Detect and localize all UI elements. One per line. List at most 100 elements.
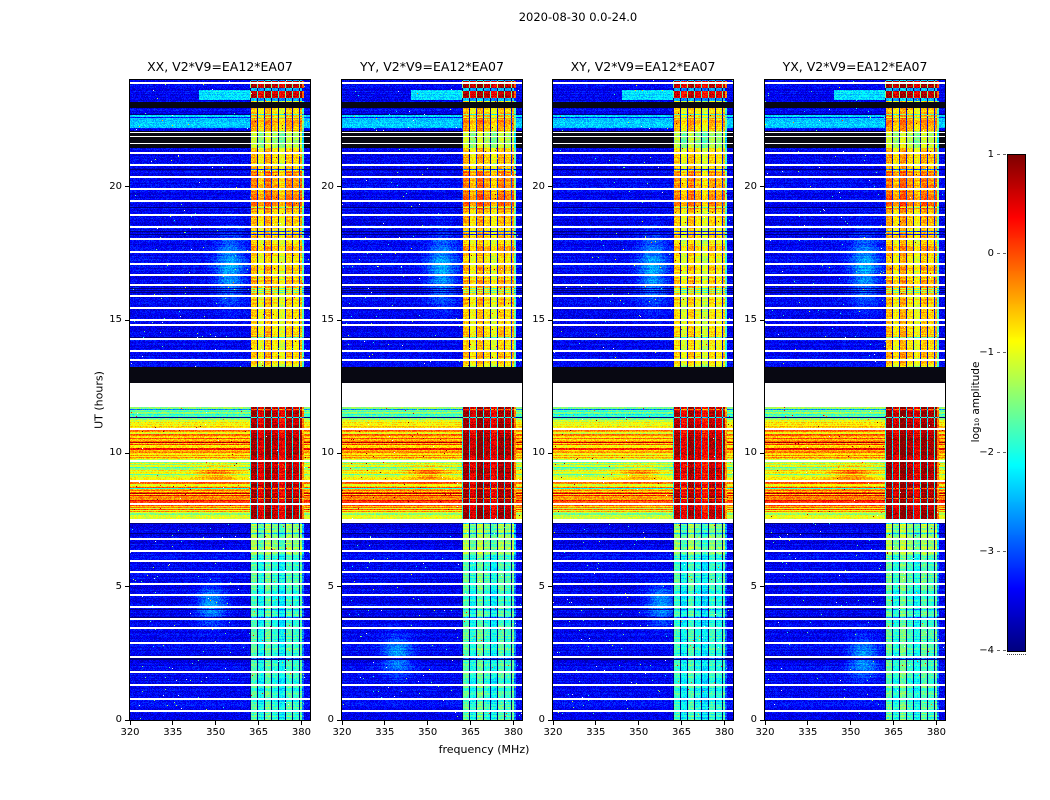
x-tick (764, 721, 766, 725)
colorbar-tick-label: 0 (987, 248, 994, 260)
x-tick-label: 380 (714, 727, 734, 738)
colorbar-tick-label: −2 (979, 446, 994, 458)
x-tick (595, 721, 597, 725)
colorbar-tick (997, 253, 1006, 255)
colorbar-tick-label: −3 (979, 545, 994, 557)
x-tick-label: 350 (418, 727, 438, 738)
y-tick-label: 20 (744, 180, 757, 192)
colorbar-tick (997, 550, 1006, 552)
y-tick (125, 319, 129, 321)
y-tick-label: 5 (115, 580, 122, 592)
x-tick-label: 320 (543, 727, 563, 738)
y-tick (337, 319, 341, 321)
colorbar-tick (997, 451, 1006, 453)
x-tick-label: 320 (120, 727, 140, 738)
y-tick (125, 586, 129, 588)
x-tick (512, 721, 514, 725)
x-tick (807, 721, 809, 725)
y-tick-label: 15 (321, 314, 334, 325)
x-tick (552, 721, 554, 725)
y-tick-label: 5 (750, 580, 757, 592)
x-tick-label: 365 (249, 727, 269, 738)
x-tick (129, 721, 131, 725)
y-tick-label: 20 (109, 180, 122, 192)
y-axis-label: UT (hours) (92, 371, 106, 429)
x-tick (935, 721, 937, 725)
x-tick (470, 721, 472, 725)
x-tick (681, 721, 683, 725)
colorbar-tick (997, 352, 1006, 354)
spectrogram-panel-xy: XY, V2*V9=EA12*EA07 320 335 350 365 380 0 5 10 15… (532, 59, 734, 738)
colorbar-frame (1007, 154, 1026, 652)
x-tick (893, 721, 895, 725)
y-tick-label: 15 (532, 314, 545, 325)
figure-title: 2020-08-30 0.0-24.0 (518, 10, 638, 24)
x-tick-label: 365 (461, 727, 481, 738)
y-tick (337, 586, 341, 588)
x-tick-label: 365 (672, 727, 692, 738)
x-tick (215, 721, 217, 725)
y-tick-label: 0 (538, 714, 545, 725)
x-tick-label: 380 (291, 727, 311, 738)
y-tick (125, 719, 129, 721)
colorbar-tick (997, 154, 1006, 155)
colorbar-tick (997, 650, 1006, 651)
x-tick-label: 320 (332, 727, 352, 738)
y-tick-label: 0 (750, 714, 757, 725)
y-tick-label: 0 (327, 714, 334, 725)
colorbar-tick-label: −1 (979, 347, 994, 359)
heatmap-canvas-xy (553, 80, 733, 720)
x-tick (723, 721, 725, 725)
plot-frame (341, 79, 523, 721)
plot-frame (764, 79, 946, 721)
x-tick (384, 721, 386, 725)
y-tick-label: 10 (109, 447, 122, 459)
y-tick (125, 452, 129, 454)
x-tick (300, 721, 302, 725)
spectrogram-panel-yy: YY, V2*V9=EA12*EA07 320 335 350 365 380 0 5 10 15… (321, 59, 523, 738)
y-tick (760, 452, 764, 454)
x-tick-label: 320 (755, 727, 775, 738)
y-tick (337, 719, 341, 721)
y-tick-label: 10 (532, 447, 545, 459)
colorbar-extend-dots (1007, 654, 1026, 655)
x-tick (258, 721, 260, 725)
x-tick-label: 350 (206, 727, 226, 738)
x-tick (341, 721, 343, 725)
y-tick-label: 20 (532, 180, 545, 192)
x-tick-label: 380 (503, 727, 523, 738)
colorbar-tick-label: 1 (987, 149, 994, 160)
y-tick (548, 186, 552, 188)
y-tick (337, 186, 341, 188)
y-tick-label: 10 (321, 447, 334, 459)
panel-title: YY, V2*V9=EA12*EA07 (360, 59, 504, 74)
panel-title: XX, V2*V9=EA12*EA07 (147, 59, 293, 74)
y-tick-label: 10 (744, 447, 757, 459)
y-tick-label: 0 (115, 714, 122, 725)
heatmap-canvas-yy (342, 80, 522, 720)
y-tick-label: 15 (109, 314, 122, 325)
x-tick (172, 721, 174, 725)
plot-frame (129, 79, 311, 721)
heatmap-canvas-yx (765, 80, 945, 720)
x-tick-label: 335 (375, 727, 395, 738)
spectrogram-panel-yx: YX, V2*V9=EA12*EA07 320 335 350 365 380 0 5 10 15… (744, 59, 946, 738)
y-tick (125, 186, 129, 188)
y-tick (760, 719, 764, 721)
x-tick (427, 721, 429, 725)
colorbar-tick-label: −4 (979, 645, 994, 656)
panel-title: YX, V2*V9=EA12*EA07 (782, 59, 928, 74)
x-tick-label: 335 (586, 727, 606, 738)
spectrogram-panel-xx: XX, V2*V9=EA12*EA07 320 335 350 365 380 0 5 10 15… (109, 59, 311, 738)
x-tick-label: 380 (926, 727, 946, 738)
y-tick (337, 452, 341, 454)
y-tick (760, 586, 764, 588)
y-tick-label: 5 (327, 580, 334, 592)
colorbar-gradient (1008, 155, 1025, 651)
y-tick-label: 15 (744, 314, 757, 325)
panel-title: XY, V2*V9=EA12*EA07 (570, 59, 716, 74)
heatmap-canvas-xx (130, 80, 310, 720)
y-tick (548, 586, 552, 588)
y-tick-label: 20 (321, 180, 334, 192)
